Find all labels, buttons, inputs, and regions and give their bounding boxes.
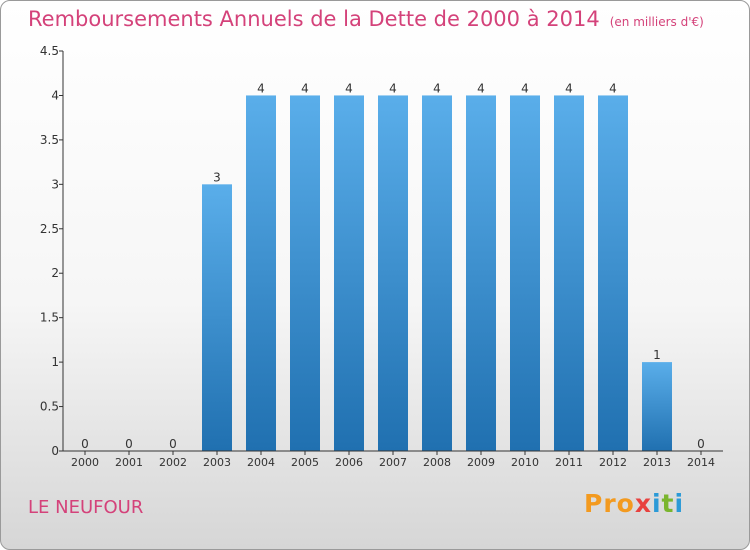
data-label: 0: [125, 437, 133, 451]
bar: [378, 95, 408, 451]
x-tick-label: 2006: [335, 456, 363, 469]
y-tick-label: 3.5: [40, 133, 59, 147]
bar: [202, 184, 232, 452]
logo-part-1: Pro: [584, 489, 635, 518]
data-label: 4: [609, 81, 617, 95]
proxiti-logo[interactable]: Proxiti: [584, 489, 684, 518]
logo-part-4: t: [661, 489, 675, 518]
x-tick-label: 2010: [511, 456, 539, 469]
chart-title: Remboursements Annuels de la Dette de 20…: [28, 7, 704, 31]
x-tick-label: 2014: [687, 456, 715, 469]
data-label: 0: [81, 437, 89, 451]
commune-name: LE NEUFOUR: [28, 497, 144, 518]
x-tick-label: 2004: [247, 456, 275, 469]
logo-part-3: i: [651, 489, 662, 518]
chart-title-text: Remboursements Annuels de la Dette de 20…: [28, 7, 600, 31]
bar: [554, 95, 584, 451]
bar: [246, 95, 276, 451]
x-tick-label: 2008: [423, 456, 451, 469]
data-label: 4: [257, 81, 265, 95]
bar: [334, 95, 364, 451]
y-axis: 0 0.5 1 1.5 2 2.5 3 3.5 4 4.5: [40, 44, 64, 458]
x-tick-label: 2002: [159, 456, 187, 469]
chart-subtitle: (en milliers d'€): [609, 15, 704, 29]
data-label: 4: [477, 81, 485, 95]
logo-part-5: i: [674, 489, 685, 518]
x-tick-label: 2011: [555, 456, 583, 469]
x-tick-label: 2007: [379, 456, 407, 469]
y-tick-label: 1.5: [40, 311, 59, 325]
y-tick-label: 2: [51, 266, 59, 280]
x-tick-label: 2005: [291, 456, 319, 469]
data-label: 4: [565, 81, 573, 95]
bar: [598, 95, 628, 451]
y-tick-label: 0: [51, 444, 59, 458]
logo-part-2: x: [634, 489, 652, 518]
data-label: 3: [213, 170, 221, 184]
x-tick-label: 2000: [71, 456, 99, 469]
bar: [510, 95, 540, 451]
data-label: 4: [389, 81, 397, 95]
y-tick-label: 3: [51, 177, 59, 191]
bar: [422, 95, 452, 451]
y-tick-label: 1: [51, 355, 59, 369]
data-label: 0: [169, 437, 177, 451]
data-label: 4: [301, 81, 309, 95]
data-label: 4: [345, 81, 353, 95]
x-tick-label: 2001: [115, 456, 143, 469]
y-tick-label: 0.5: [40, 400, 59, 414]
y-tick-label: 4.5: [40, 44, 59, 58]
bars-group: 0 0 0 3 4 4 4 4 4 4 4 4 4 1 0: [81, 81, 705, 452]
x-tick-label: 2013: [643, 456, 671, 469]
y-tick-label: 4: [51, 88, 59, 102]
data-label: 1: [653, 348, 661, 362]
data-label: 4: [433, 81, 441, 95]
x-tick-label: 2012: [599, 456, 627, 469]
y-tick-label: 2.5: [40, 222, 59, 236]
x-tick-label: 2009: [467, 456, 495, 469]
x-axis: 2000 2001 2002 2003 2004 2005 2006 2007 2008 2009…: [63, 450, 723, 469]
bar: [642, 362, 672, 451]
bar: [466, 95, 496, 451]
bar: [290, 95, 320, 451]
data-label: 4: [521, 81, 529, 95]
data-label: 0: [697, 437, 705, 451]
x-tick-label: 2003: [203, 456, 231, 469]
